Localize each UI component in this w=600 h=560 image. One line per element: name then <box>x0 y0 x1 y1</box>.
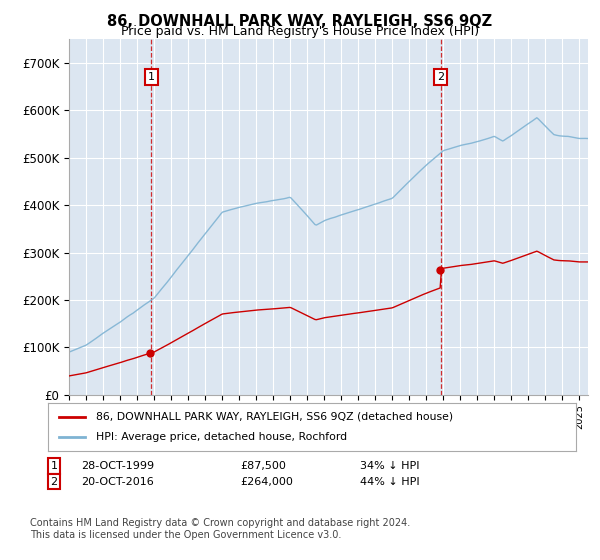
Text: 20-OCT-2016: 20-OCT-2016 <box>81 477 154 487</box>
Text: £87,500: £87,500 <box>240 461 286 471</box>
Text: 86, DOWNHALL PARK WAY, RAYLEIGH, SS6 9QZ (detached house): 86, DOWNHALL PARK WAY, RAYLEIGH, SS6 9QZ… <box>95 412 452 422</box>
Text: 1: 1 <box>50 461 58 471</box>
Text: HPI: Average price, detached house, Rochford: HPI: Average price, detached house, Roch… <box>95 432 347 442</box>
Text: 86, DOWNHALL PARK WAY, RAYLEIGH, SS6 9QZ: 86, DOWNHALL PARK WAY, RAYLEIGH, SS6 9QZ <box>107 14 493 29</box>
Text: 44% ↓ HPI: 44% ↓ HPI <box>360 477 419 487</box>
Text: Price paid vs. HM Land Registry's House Price Index (HPI): Price paid vs. HM Land Registry's House … <box>121 25 479 38</box>
Text: 2: 2 <box>437 72 444 82</box>
Text: Contains HM Land Registry data © Crown copyright and database right 2024.
This d: Contains HM Land Registry data © Crown c… <box>30 518 410 540</box>
Text: 28-OCT-1999: 28-OCT-1999 <box>81 461 154 471</box>
Text: 2: 2 <box>50 477 58 487</box>
Text: £264,000: £264,000 <box>240 477 293 487</box>
Text: 34% ↓ HPI: 34% ↓ HPI <box>360 461 419 471</box>
Text: 1: 1 <box>148 72 155 82</box>
